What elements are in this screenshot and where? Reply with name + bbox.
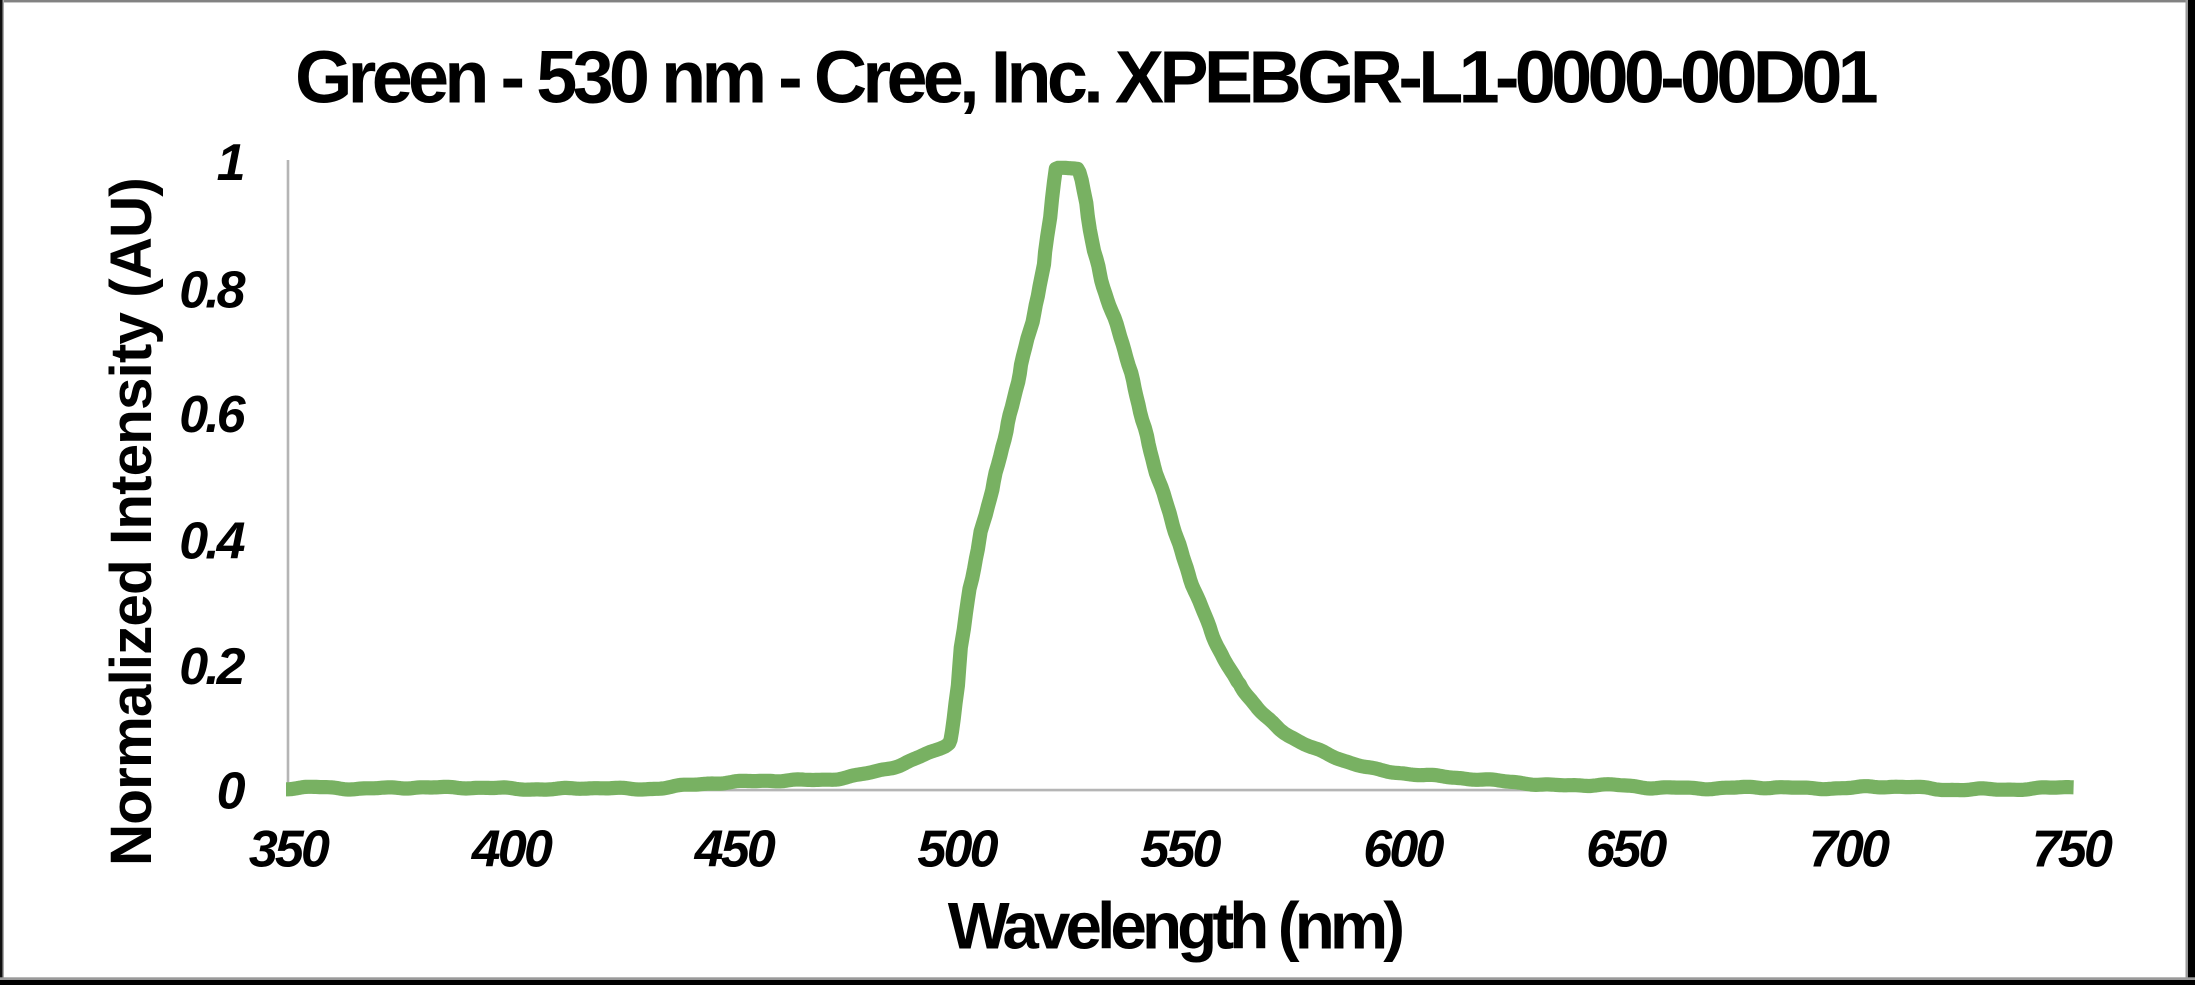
svg-text:0.6: 0.6 [179,386,246,444]
svg-text:400: 400 [471,820,553,878]
svg-text:0: 0 [217,763,246,821]
svg-text:Normalized Intensity (AU): Normalized Intensity (AU) [99,178,164,866]
svg-text:750: 750 [2032,820,2113,878]
svg-text:1: 1 [217,134,244,192]
svg-text:500: 500 [917,820,998,878]
svg-text:600: 600 [1363,820,1444,878]
svg-text:Wavelength (nm): Wavelength (nm) [948,889,1403,962]
svg-text:700: 700 [1809,820,1890,878]
svg-text:550: 550 [1140,820,1221,878]
svg-text:350: 350 [249,820,330,878]
svg-text:450: 450 [694,820,776,878]
svg-text:0.8: 0.8 [179,262,245,320]
svg-text:650: 650 [1586,820,1667,878]
svg-text:0.2: 0.2 [179,638,245,696]
svg-text:Green - 530 nm - Cree, Inc. XP: Green - 530 nm - Cree, Inc. XPEBGR-L1-00… [295,35,1877,118]
svg-text:0.4: 0.4 [179,512,245,570]
